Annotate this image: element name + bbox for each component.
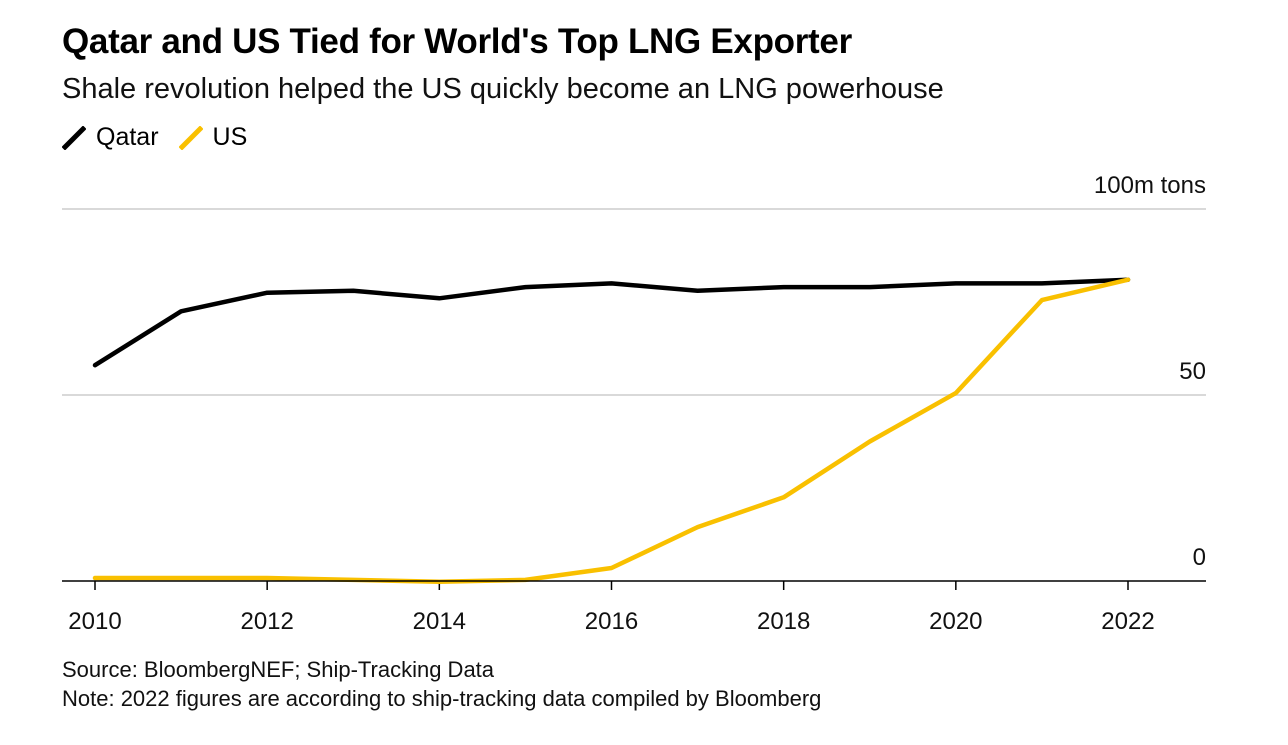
y-tick-label: 0 [1193,544,1206,571]
chart-title: Qatar and US Tied for World's Top LNG Ex… [62,22,852,61]
y-tick-label: 50 [1179,358,1206,385]
x-tick-label: 2014 [413,608,466,635]
series-line-qatar [92,277,1131,368]
source-note: Source: BloombergNEF; Ship-Tracking Data [62,657,495,682]
x-tick-label: 2012 [240,608,293,635]
x-tick-label: 2016 [585,608,638,635]
x-tick-label: 2020 [929,608,982,635]
series-line-us [92,277,1131,584]
chart-subtitle: Shale revolution helped the US quickly b… [62,73,944,105]
legend-swatch-qatar [62,125,86,150]
legend-item-us: US [178,123,248,152]
legend: Qatar US [62,123,267,152]
legend-label-qatar: Qatar [96,123,159,151]
legend-label-us: US [212,123,248,151]
footnote: Note: 2022 figures are according to ship… [62,686,822,711]
legend-swatch-us [178,125,203,150]
x-tick-label: 2010 [68,608,121,635]
x-tick-label: 2018 [757,608,810,635]
y-tick-label: 100m tons [1094,172,1206,199]
x-tick-label: 2022 [1101,608,1154,635]
legend-item-qatar: Qatar [62,123,159,152]
